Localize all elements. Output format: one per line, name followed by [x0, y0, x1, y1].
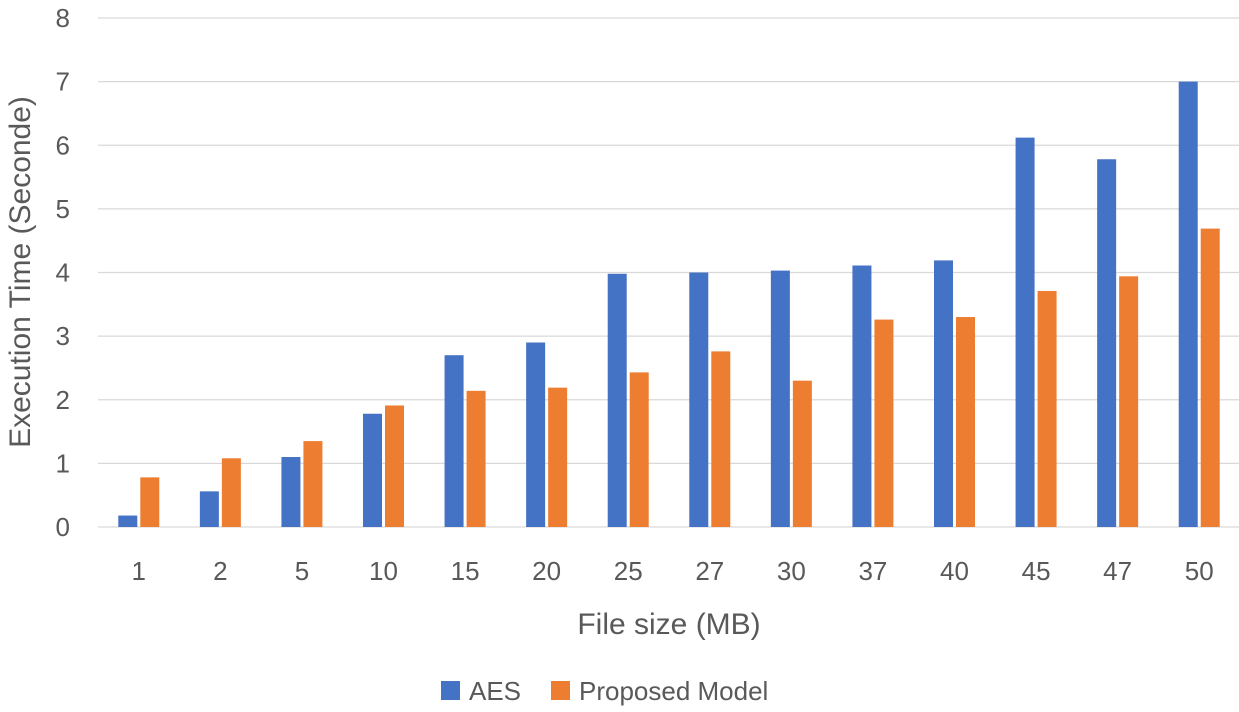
- x-tick-label: 2: [213, 556, 227, 586]
- x-tick-label: 45: [1022, 556, 1051, 586]
- bar-aes: [281, 457, 301, 527]
- y-axis-ticks: 0 1 2 3 4 5 6 7 8: [56, 3, 70, 542]
- bar-proposed-model: [629, 372, 649, 527]
- x-tick-label: 47: [1103, 556, 1132, 586]
- x-tick-label: 10: [369, 556, 398, 586]
- y-axis-title: Execution Time (Seconde): [4, 96, 37, 448]
- bar-proposed-model: [385, 405, 404, 527]
- x-tick-label: 40: [940, 556, 969, 586]
- legend-label: AES: [469, 676, 521, 706]
- bar-proposed-model: [874, 319, 894, 527]
- bar-proposed-model: [466, 390, 486, 527]
- bar-aes: [934, 260, 953, 527]
- bar-proposed-model: [548, 387, 568, 527]
- bar-proposed-model: [303, 441, 323, 527]
- bar-aes: [689, 272, 709, 527]
- y-tick-label: 3: [56, 321, 70, 351]
- y-tick-label: 0: [56, 512, 70, 542]
- bar-proposed-model: [1119, 276, 1139, 527]
- bar-aes: [852, 265, 872, 527]
- bar-proposed-model: [1037, 290, 1057, 527]
- bar-proposed-model: [792, 380, 812, 527]
- legend-label: Proposed Model: [579, 676, 768, 706]
- x-tick-label: 50: [1185, 556, 1214, 586]
- x-tick-label: 5: [295, 556, 309, 586]
- bar-aes: [1015, 137, 1035, 528]
- bar-proposed-model: [711, 351, 731, 527]
- y-tick-label: 8: [56, 3, 70, 33]
- gridlines: [98, 17, 1239, 528]
- bar-aes: [607, 273, 627, 527]
- x-axis-ticks: 1 2 5 10 15 20 25 27 30 37 40 45 47 50: [132, 556, 1214, 586]
- bar-aes: [363, 413, 382, 527]
- x-tick-label: 37: [858, 556, 887, 586]
- x-tick-label: 20: [532, 556, 561, 586]
- x-tick-label: 1: [132, 556, 146, 586]
- bar-aes: [199, 491, 219, 527]
- y-tick-label: 6: [56, 130, 70, 160]
- y-tick-label: 5: [56, 194, 70, 224]
- legend-swatch: [551, 681, 570, 700]
- bar-aes: [526, 342, 546, 527]
- bar-proposed-model: [956, 317, 975, 527]
- bar-aes: [444, 355, 464, 527]
- bar-aes: [118, 515, 138, 527]
- legend: AES Proposed Model: [441, 676, 768, 706]
- bar-proposed-model: [1200, 228, 1220, 527]
- bar-proposed-model: [221, 458, 241, 527]
- x-tick-label: 30: [777, 556, 806, 586]
- bar-proposed-model: [140, 477, 160, 527]
- legend-swatch: [441, 681, 460, 700]
- y-tick-label: 2: [56, 385, 70, 415]
- x-axis-title: File size (MB): [577, 608, 760, 641]
- y-tick-label: 4: [56, 258, 70, 288]
- bar-aes: [770, 270, 790, 527]
- x-tick-label: 27: [695, 556, 724, 586]
- x-tick-label: 15: [451, 556, 480, 586]
- y-tick-label: 1: [56, 448, 70, 478]
- bars: [118, 81, 1220, 528]
- x-tick-label: 25: [614, 556, 643, 586]
- bar-aes: [1178, 81, 1198, 527]
- y-tick-label: 7: [56, 67, 70, 97]
- bar-aes: [1097, 159, 1117, 527]
